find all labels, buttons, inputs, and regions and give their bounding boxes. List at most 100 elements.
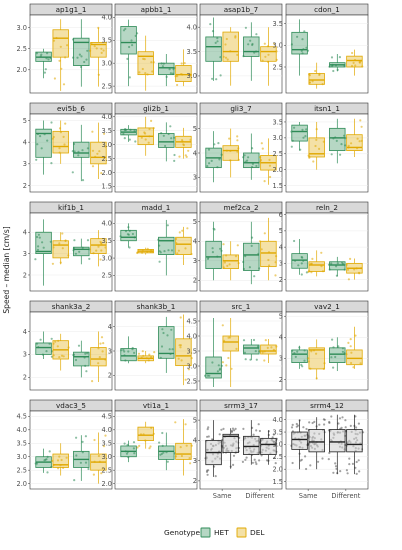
y-tick-label: 2.5: [102, 155, 113, 163]
y-tick-label: 3.5: [102, 237, 113, 245]
y-tick-label: 2.5: [102, 272, 113, 280]
box-different-het: [329, 347, 346, 363]
data-point: [61, 232, 64, 235]
data-point: [323, 423, 326, 426]
box-same-het: [120, 229, 137, 242]
data-point: [291, 423, 294, 426]
data-point: [244, 358, 247, 361]
box-different-del: [90, 141, 107, 165]
box-different-del: [90, 42, 107, 58]
data-point: [296, 35, 299, 38]
data-point: [264, 339, 267, 342]
data-point: [173, 159, 176, 162]
data-point: [260, 248, 263, 251]
data-point: [219, 74, 222, 77]
data-point: [312, 160, 315, 163]
data-point: [62, 83, 66, 86]
data-point: [234, 36, 237, 39]
data-point: [349, 338, 352, 341]
box-same-del: [308, 429, 325, 453]
data-point: [251, 461, 254, 464]
data-point: [261, 147, 264, 150]
data-point: [318, 423, 321, 426]
y-tick-label: 2: [193, 477, 197, 485]
box-same-del: [308, 261, 325, 272]
y-tick-label: 3: [279, 355, 283, 363]
data-point: [60, 354, 64, 357]
data-point: [42, 246, 45, 249]
data-point: [174, 421, 177, 424]
y-tick-label: 3: [23, 351, 27, 359]
data-point: [230, 430, 233, 433]
data-point: [153, 351, 156, 354]
data-point: [350, 142, 353, 145]
data-point: [328, 451, 331, 455]
box-same-het: [35, 231, 52, 255]
data-point: [161, 65, 164, 68]
data-point: [327, 458, 330, 461]
data-point: [224, 43, 227, 46]
data-point: [83, 60, 86, 64]
data-point: [177, 249, 180, 252]
data-point: [308, 81, 311, 84]
data-point: [140, 136, 143, 139]
data-point: [169, 125, 172, 128]
data-point: [211, 251, 214, 254]
y-tick-label: 2.5: [273, 150, 284, 158]
data-point: [206, 165, 209, 168]
data-point: [46, 471, 49, 474]
box-same-het: [205, 240, 222, 269]
data-point: [297, 264, 300, 267]
facet-title: gli3_7: [230, 104, 251, 113]
data-point: [250, 244, 253, 247]
data-point: [97, 245, 100, 248]
data-point: [122, 348, 125, 351]
data-point: [53, 77, 57, 80]
data-point: [267, 433, 270, 437]
data-point: [350, 64, 354, 68]
data-point: [355, 426, 358, 429]
data-point: [74, 358, 78, 362]
data-point: [271, 436, 274, 439]
data-point: [41, 241, 44, 244]
data-point: [267, 258, 270, 262]
data-point: [343, 134, 346, 137]
data-point: [322, 418, 325, 421]
y-tick-label: 3.0: [102, 453, 113, 461]
data-point: [263, 359, 266, 362]
data-point: [46, 52, 49, 55]
data-point: [39, 338, 42, 341]
y-tick-label: 2.0: [273, 465, 284, 473]
box-same-del: [137, 51, 154, 76]
data-point: [144, 138, 147, 141]
data-point: [255, 429, 258, 432]
box-different-del: [90, 238, 107, 255]
facet-title: shank3a_2: [52, 302, 91, 311]
data-point: [254, 461, 257, 464]
data-point: [167, 249, 170, 252]
data-point: [101, 350, 104, 353]
box-same-del: [308, 137, 325, 158]
x-tick-label-different: Different: [245, 492, 274, 500]
data-point: [211, 77, 214, 80]
y-tick-label: 3: [193, 457, 197, 465]
data-point: [252, 338, 256, 342]
data-point: [151, 70, 154, 73]
box-different-del: [260, 46, 277, 62]
y-tick-label: 6: [279, 211, 283, 219]
data-point: [169, 72, 172, 75]
data-point: [273, 456, 276, 459]
data-point: [321, 457, 324, 460]
data-point: [183, 62, 186, 65]
data-point: [303, 359, 306, 362]
facet-panel-src-1: src_1 2.5 3.0 3.5 4.0 4.5: [187, 300, 283, 391]
data-point: [254, 350, 257, 353]
data-point: [318, 147, 321, 150]
y-tick-label: 4.0: [102, 220, 113, 228]
box-same-het: [205, 36, 222, 62]
data-point: [137, 352, 141, 355]
data-point: [81, 149, 84, 152]
data-point: [188, 457, 191, 460]
data-point: [77, 344, 81, 347]
data-point: [272, 433, 275, 436]
